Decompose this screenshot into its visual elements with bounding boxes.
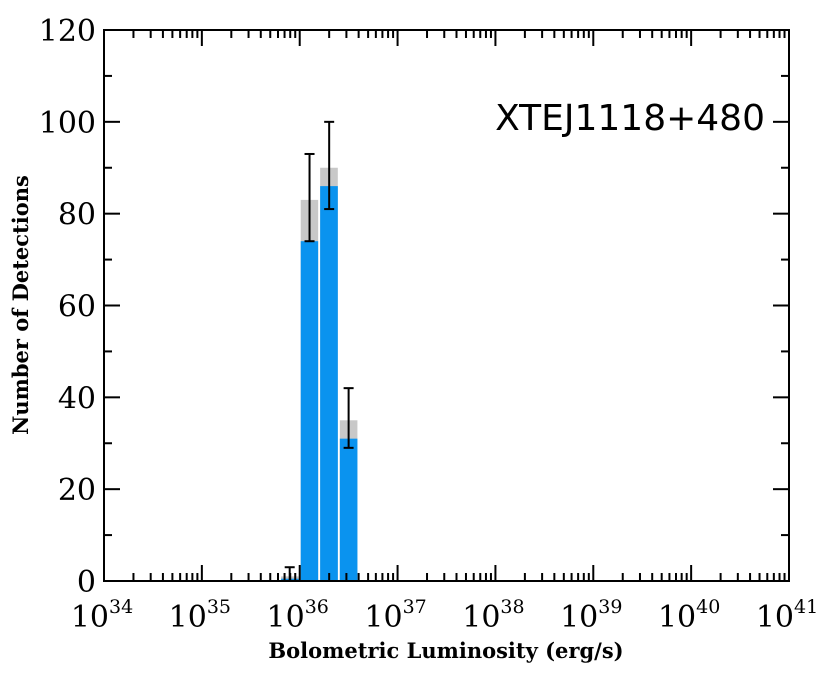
x-tick-label: 1041 xyxy=(756,596,818,635)
y-tick-label: 60 xyxy=(58,290,96,325)
bar-s1-b2 xyxy=(320,186,338,581)
x-tick-label: 1040 xyxy=(658,596,720,635)
x-tick-label: 1034 xyxy=(71,596,133,635)
x-axis-title: Bolometric Luminosity (erg/s) xyxy=(268,638,623,663)
x-tick-label: 1038 xyxy=(462,596,524,635)
y-tick-label: 100 xyxy=(39,106,96,141)
x-tick-label: 1035 xyxy=(169,596,231,635)
error-bar-3 xyxy=(343,387,354,449)
y-tick-label: 0 xyxy=(77,565,96,600)
bar-s1-b3 xyxy=(339,438,358,581)
error-bars-layer xyxy=(284,120,354,582)
x-tick-label: 1037 xyxy=(364,596,426,635)
x-tick-label: 1039 xyxy=(560,596,622,635)
y-axis-title: Number of Detections xyxy=(8,175,33,435)
ticks-layer: 1034 1035 1036 1037 1038 1039 1040 1041 0 20 40 60 8… xyxy=(39,14,818,635)
error-bar-1 xyxy=(304,152,315,243)
bar-s1-b1 xyxy=(300,241,319,581)
y-tick-label: 20 xyxy=(58,473,96,508)
y-tick-label: 80 xyxy=(58,198,96,233)
source-annotation: XTEJ1118+480 xyxy=(495,98,765,139)
error-bar-2 xyxy=(324,120,335,211)
bars-layer xyxy=(281,167,358,581)
y-tick-label: 120 xyxy=(39,14,96,49)
x-tick-label: 1036 xyxy=(267,596,329,635)
y-tick-label: 40 xyxy=(58,381,96,416)
